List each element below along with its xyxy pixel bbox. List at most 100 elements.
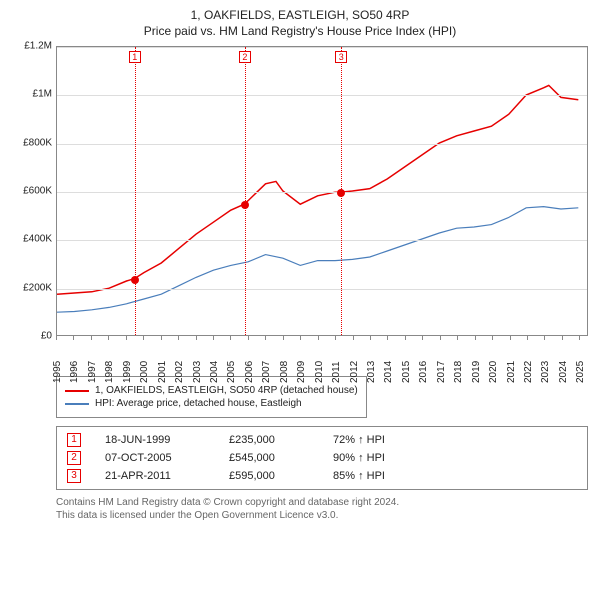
x-tick-mark (335, 336, 336, 340)
x-tick-mark (422, 336, 423, 340)
sale-dot (241, 201, 249, 209)
x-tick-mark (405, 336, 406, 340)
plot-area: 1 2 3 (56, 46, 588, 336)
x-tick-label: 2023 (540, 361, 551, 383)
x-axis: 1995199619971998199920002001200220032004… (56, 336, 588, 366)
gridline (57, 240, 587, 241)
sales-date: 21-APR-2011 (105, 470, 205, 482)
x-tick-mark (353, 336, 354, 340)
x-tick-mark (91, 336, 92, 340)
x-tick-mark (73, 336, 74, 340)
sales-hpi: 85% ↑ HPI (333, 470, 385, 482)
x-tick-label: 2013 (366, 361, 377, 383)
legend-swatch (65, 390, 89, 392)
sale-marker-box: 1 (129, 51, 141, 63)
x-tick-mark (475, 336, 476, 340)
x-tick-mark (387, 336, 388, 340)
x-tick-label: 1996 (69, 361, 80, 383)
sales-row: 3 21-APR-2011 £595,000 85% ↑ HPI (67, 469, 577, 483)
x-tick-label: 2016 (418, 361, 429, 383)
x-tick-label: 1999 (122, 361, 133, 383)
x-tick-label: 2010 (314, 361, 325, 383)
x-tick-label: 2008 (279, 361, 290, 383)
x-tick-mark (370, 336, 371, 340)
x-tick-mark (178, 336, 179, 340)
sales-price: £595,000 (229, 470, 309, 482)
x-tick-label: 2020 (488, 361, 499, 383)
x-tick-label: 2006 (244, 361, 255, 383)
sale-dot (337, 189, 345, 197)
x-tick-mark (108, 336, 109, 340)
sales-row: 207-OCT-2005£545,00090% ↑ HPI (67, 451, 577, 465)
x-tick-label: 2018 (453, 361, 464, 383)
sales-date: 18-JUN-1999 (105, 434, 205, 446)
chart-title: 1, OAKFIELDS, EASTLEIGH, SO50 4RP (12, 8, 588, 22)
x-tick-label: 2014 (383, 361, 394, 383)
x-tick-mark (457, 336, 458, 340)
gridline (57, 95, 587, 96)
y-tick-label: £0 (41, 331, 52, 342)
y-tick-label: £600K (23, 186, 52, 197)
x-tick-label: 2009 (296, 361, 307, 383)
legend-row: HPI: Average price, detached house, East… (65, 398, 358, 409)
sale-marker-box: 2 (239, 51, 251, 63)
gridline (57, 144, 587, 145)
x-tick-mark (440, 336, 441, 340)
x-tick-label: 2002 (174, 361, 185, 383)
chart-subtitle: Price paid vs. HM Land Registry's House … (12, 24, 588, 38)
x-tick-label: 1998 (104, 361, 115, 383)
sales-row: 1 18-JUN-1999 £235,000 72% ↑ HPI (67, 433, 577, 447)
sales-num-box: 1 (67, 433, 81, 447)
chart-lines (57, 47, 587, 335)
y-tick-label: £800K (23, 137, 52, 148)
y-tick-label: £1M (33, 89, 52, 100)
gridline (57, 47, 587, 48)
x-tick-mark (143, 336, 144, 340)
sales-date: 07-OCT-2005 (105, 452, 205, 464)
x-tick-label: 2024 (558, 361, 569, 383)
x-tick-mark (126, 336, 127, 340)
sales-table: 118-JUN-1999£235,00072% ↑ HPI207-OCT-200… (56, 426, 588, 490)
x-tick-mark (196, 336, 197, 340)
sales-num-box: 3 (67, 469, 81, 483)
x-tick-label: 2007 (261, 361, 272, 383)
x-tick-mark (544, 336, 545, 340)
x-tick-label: 2025 (575, 361, 586, 383)
x-tick-mark (213, 336, 214, 340)
x-tick-mark (562, 336, 563, 340)
sale-vline (135, 47, 136, 335)
x-tick-label: 2001 (157, 361, 168, 383)
plot-wrap: £0£200K£400K£600K£800K£1M£1.2M 123 19951… (12, 46, 588, 366)
gridline (57, 192, 587, 193)
sale-dot (131, 276, 139, 284)
x-tick-label: 2000 (139, 361, 150, 383)
chart-container: 1, OAKFIELDS, EASTLEIGH, SO50 4RP Price … (0, 0, 600, 530)
x-tick-mark (492, 336, 493, 340)
y-axis: £0£200K£400K£600K£800K£1M£1.2M (12, 46, 56, 336)
x-tick-label: 1995 (52, 361, 63, 383)
sale-vline (245, 47, 246, 335)
x-tick-label: 2017 (436, 361, 447, 383)
sales-price: £235,000 (229, 434, 309, 446)
legend-swatch (65, 403, 89, 405)
x-tick-label: 2021 (506, 361, 517, 383)
x-tick-mark (56, 336, 57, 340)
x-tick-label: 2004 (209, 361, 220, 383)
sales-price: £545,000 (229, 452, 309, 464)
legend-label: 1, OAKFIELDS, EASTLEIGH, SO50 4RP (detac… (95, 385, 358, 396)
x-tick-label: 2003 (192, 361, 203, 383)
x-tick-mark (283, 336, 284, 340)
x-tick-label: 2005 (226, 361, 237, 383)
x-tick-mark (579, 336, 580, 340)
x-tick-label: 2011 (331, 361, 342, 383)
legend-row: 1, OAKFIELDS, EASTLEIGH, SO50 4RP (detac… (65, 385, 358, 396)
x-tick-mark (248, 336, 249, 340)
x-tick-label: 2019 (471, 361, 482, 383)
sale-marker-box: 3 (335, 51, 347, 63)
y-tick-label: £200K (23, 282, 52, 293)
y-tick-label: £400K (23, 234, 52, 245)
footer-line-1: Contains HM Land Registry data © Crown c… (56, 496, 588, 509)
x-tick-mark (230, 336, 231, 340)
sales-hpi: 90% ↑ HPI (333, 452, 385, 464)
sales-hpi: 72% ↑ HPI (333, 434, 385, 446)
